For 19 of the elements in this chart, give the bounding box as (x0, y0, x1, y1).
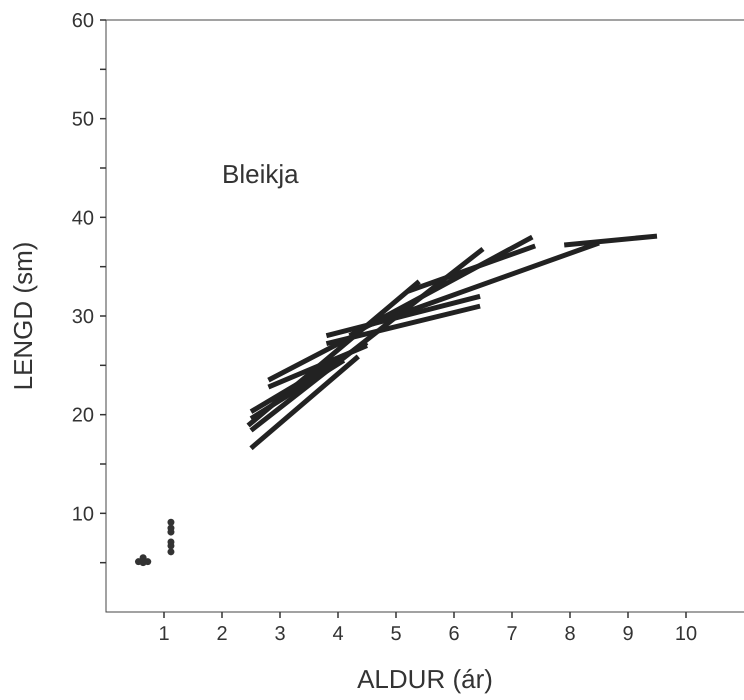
y-tick-label: 40 (72, 207, 94, 230)
x-tick-label: 4 (332, 623, 344, 645)
y-axis-title: LENGD (sm) (8, 242, 38, 390)
x-tick-label: 6 (448, 623, 460, 645)
x-tick-label: 10 (674, 623, 698, 645)
y-tick-label: 50 (72, 108, 94, 131)
x-tick-label: 3 (274, 623, 286, 645)
y-tick-label: 10 (72, 503, 94, 526)
y-tick-label: 60 (72, 10, 94, 32)
x-tick-label: 7 (506, 623, 518, 645)
text: Bleikja (222, 158, 300, 189)
x-tick-label: 2 (216, 623, 228, 645)
y-tick-label: 30 (72, 306, 94, 328)
x-tick-label: 8 (564, 623, 576, 645)
x-axis-title: ALDUR (ár) (357, 664, 493, 694)
x-tick-label: 5 (390, 623, 402, 645)
x-tick-label: 1 (158, 623, 170, 645)
y-tick-label: 20 (72, 404, 94, 427)
x-tick-label: 9 (622, 623, 634, 645)
